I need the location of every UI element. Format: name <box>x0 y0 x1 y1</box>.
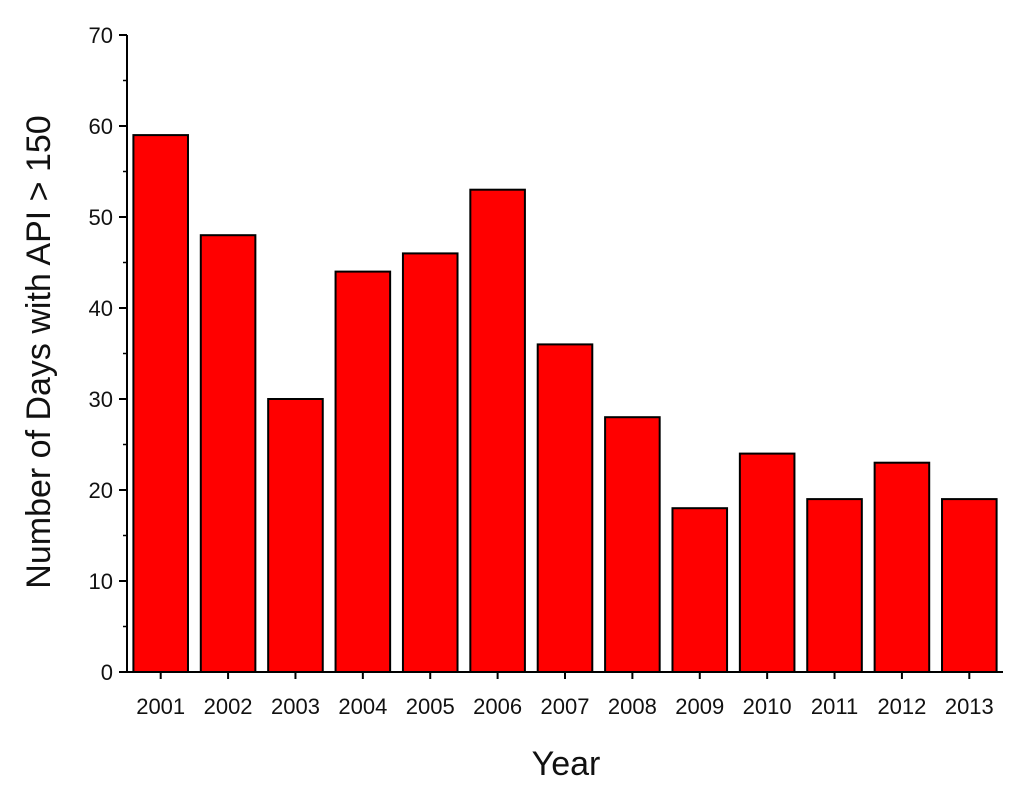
x-tick-label: 2001 <box>136 694 185 719</box>
x-tick-label: 2009 <box>675 694 724 719</box>
y-axis-ticks: 0 10 20 30 40 50 60 70 <box>89 23 127 685</box>
bar-2004 <box>334 270 392 673</box>
bar-2002 <box>199 234 257 673</box>
bar-2001 <box>132 134 189 674</box>
x-tick-label: 2007 <box>541 694 590 719</box>
y-tick-label: 70 <box>89 23 113 48</box>
bar-2013 <box>941 498 998 673</box>
y-axis-title: Number of Days with API > 150 <box>20 115 58 588</box>
y-tick-label: 30 <box>89 387 113 412</box>
x-tick-label: 2012 <box>877 694 926 719</box>
x-tick-label: 2013 <box>945 694 994 719</box>
bar-2012 <box>873 461 931 674</box>
bar-2005 <box>401 252 459 673</box>
bar-2011 <box>806 498 863 673</box>
y-tick-label: 40 <box>89 296 113 321</box>
y-tick-label: 20 <box>89 478 113 503</box>
x-tick-label: 2003 <box>271 694 320 719</box>
bar-2003 <box>267 398 324 673</box>
x-tick-label: 2006 <box>473 694 522 719</box>
bars-group <box>132 134 998 674</box>
x-tick-label: 2011 <box>811 694 858 719</box>
x-tick-label: 2008 <box>608 694 657 719</box>
bar-2009 <box>671 507 729 674</box>
x-tick-label: 2010 <box>743 694 792 719</box>
bar-2007 <box>536 343 594 673</box>
bar-2010 <box>738 452 796 673</box>
x-tick-label: 2005 <box>406 694 455 719</box>
y-tick-label: 50 <box>89 205 113 230</box>
x-axis-title: Year <box>532 745 601 783</box>
bar-2008 <box>604 416 661 674</box>
x-tick-label: 2004 <box>338 694 387 719</box>
y-tick-label: 60 <box>89 114 113 139</box>
x-tick-label: 2002 <box>204 694 253 719</box>
x-axis-ticks: 2001 2002 2003 2004 2005 2006 2007 2008 2009 2010… <box>136 672 994 719</box>
y-tick-label: 10 <box>89 569 113 594</box>
bar-2006 <box>469 188 526 673</box>
y-tick-label: 0 <box>101 660 113 685</box>
